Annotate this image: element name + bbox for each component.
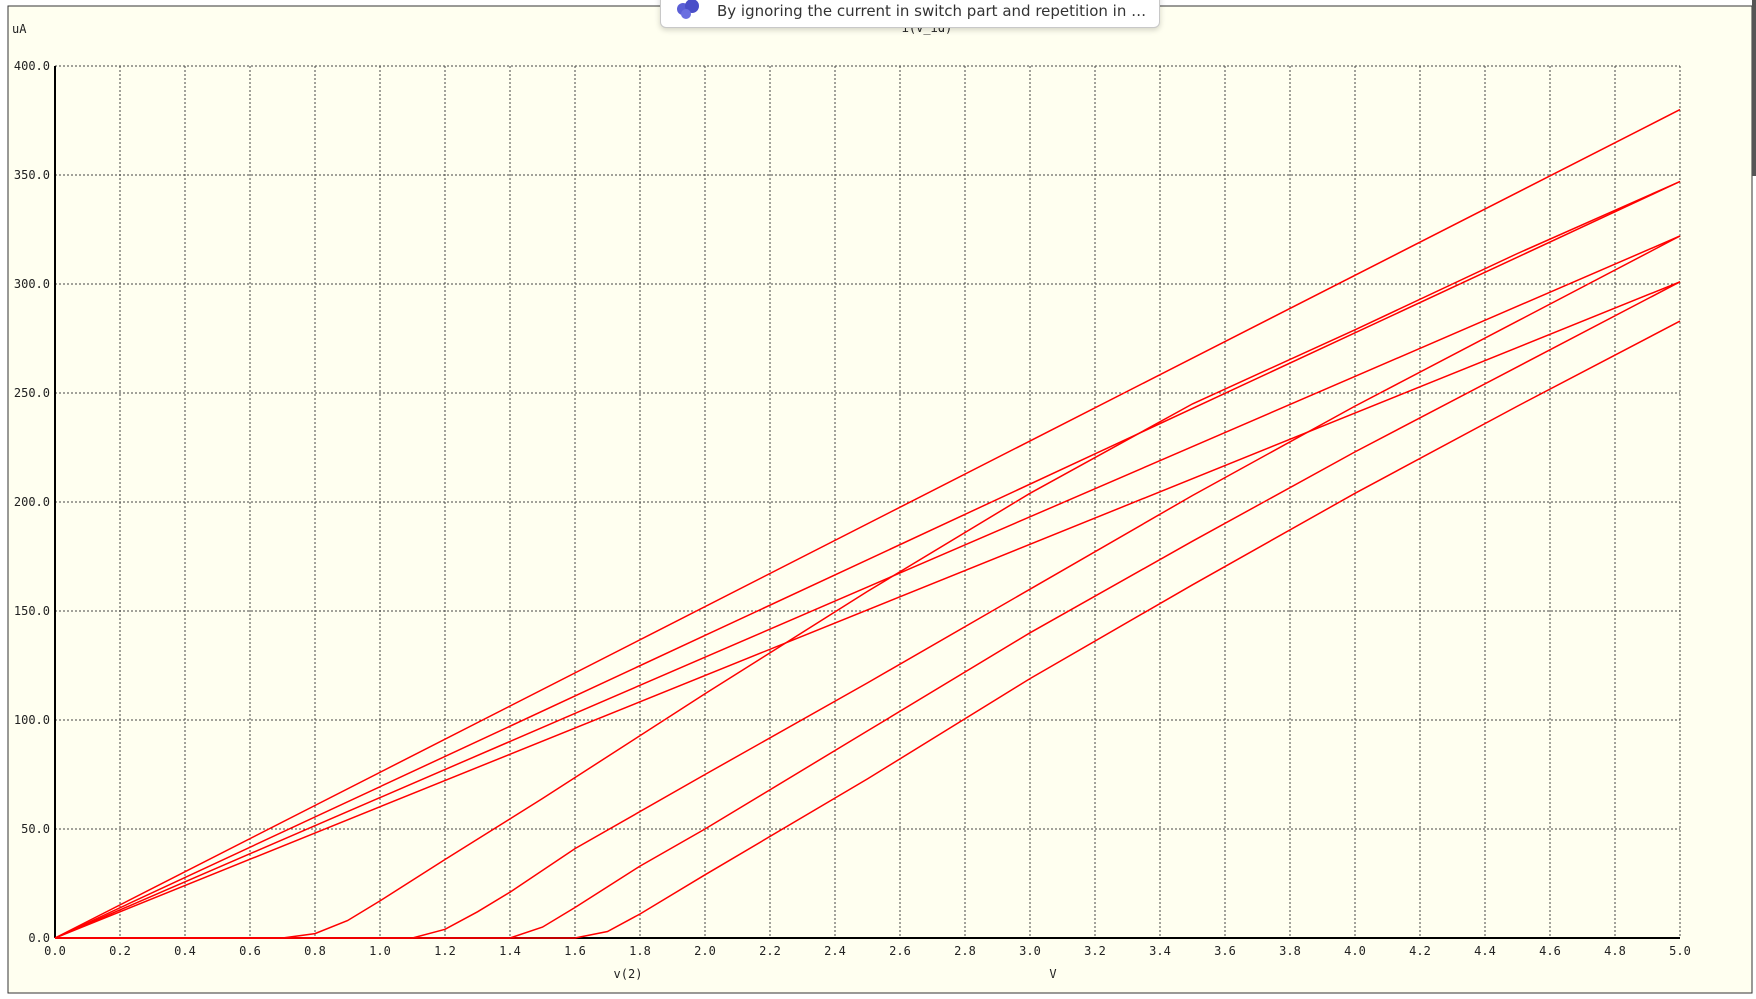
series-line-7 bbox=[55, 281, 1681, 939]
x-tick-label: 1.8 bbox=[629, 944, 651, 958]
x-tick-label: 0.2 bbox=[109, 944, 131, 958]
series-line-4 bbox=[54, 281, 1681, 939]
scrollbar[interactable] bbox=[1752, 0, 1756, 176]
x-tick-label: 0.6 bbox=[239, 944, 261, 958]
x-axis-label: v(2) bbox=[614, 967, 643, 981]
series-layer bbox=[54, 108, 1681, 939]
series-line-3 bbox=[54, 235, 1681, 939]
x-tick-label: 1.6 bbox=[564, 944, 586, 958]
x-tick-label: 2.6 bbox=[889, 944, 911, 958]
x-tick-label: 3.2 bbox=[1084, 944, 1106, 958]
x-tick-label: 2.8 bbox=[954, 944, 976, 958]
x-tick-label: 0.0 bbox=[44, 944, 66, 958]
x-tick-label: 5.0 bbox=[1669, 944, 1691, 958]
y-tick-label: 350.0 bbox=[14, 168, 50, 182]
x-tick-label: 0.8 bbox=[304, 944, 326, 958]
series-line-1 bbox=[54, 108, 1681, 939]
x-tick-label: 4.8 bbox=[1604, 944, 1626, 958]
y-axis-unit: uA bbox=[12, 22, 27, 36]
y-tick-label: 50.0 bbox=[21, 822, 50, 836]
x-tick-label: 1.4 bbox=[499, 944, 521, 958]
y-tick-label: 150.0 bbox=[14, 604, 50, 618]
y-tick-label: 400.0 bbox=[14, 59, 50, 73]
x-tick-label: 4.0 bbox=[1344, 944, 1366, 958]
series-line-2 bbox=[54, 180, 1681, 939]
y-tick-label: 200.0 bbox=[14, 495, 50, 509]
x-tick-label: 3.8 bbox=[1279, 944, 1301, 958]
x-tick-label: 1.2 bbox=[434, 944, 456, 958]
grid bbox=[55, 65, 1681, 938]
y-tick-label: 300.0 bbox=[14, 277, 50, 291]
y-tick-label: 0.0 bbox=[28, 931, 50, 945]
y-tick-label: 250.0 bbox=[14, 386, 50, 400]
notification-avatar-icon bbox=[675, 0, 703, 21]
series-line-5 bbox=[55, 180, 1681, 939]
x-tick-label: 4.2 bbox=[1409, 944, 1431, 958]
tick-labels: 0.0 0.2 0.4 0.6 0.8 1.0 1.2 1.4 1.6 1.8 2.0 2.2 2.4 2… bbox=[14, 59, 1691, 958]
x-tick-label: 2.0 bbox=[694, 944, 716, 958]
x-tick-label: 3.0 bbox=[1019, 944, 1041, 958]
notification-toast[interactable]: By ignoring the current in switch part a… bbox=[660, 0, 1160, 28]
x-tick-label: 3.6 bbox=[1214, 944, 1236, 958]
y-tick-label: 100.0 bbox=[14, 713, 50, 727]
notification-message: By ignoring the current in switch part a… bbox=[717, 2, 1147, 20]
x-axis-unit: V bbox=[1049, 967, 1056, 981]
x-tick-label: 1.0 bbox=[369, 944, 391, 958]
x-tick-label: 0.4 bbox=[174, 944, 196, 958]
series-line-8 bbox=[55, 320, 1681, 939]
x-tick-label: 4.6 bbox=[1539, 944, 1561, 958]
x-tick-label: 3.4 bbox=[1149, 944, 1171, 958]
x-tick-label: 2.4 bbox=[824, 944, 846, 958]
series-line-6 bbox=[55, 235, 1681, 939]
x-tick-label: 4.4 bbox=[1474, 944, 1496, 958]
x-tick-label: 2.2 bbox=[759, 944, 781, 958]
